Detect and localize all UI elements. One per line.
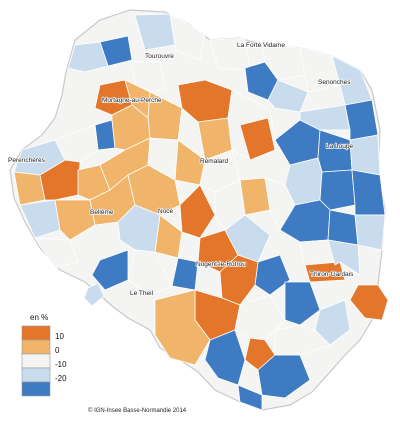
- commune-area: [129, 61, 166, 93]
- town-label: Nogent-le-Rotrou: [196, 261, 246, 268]
- commune-area: [154, 289, 211, 366]
- communes-layer: [13, 13, 389, 411]
- commune-area: [284, 281, 321, 326]
- commune-area: [327, 209, 359, 246]
- commune-area: [179, 184, 216, 239]
- commune-area: [299, 104, 351, 131]
- town-label: Le Theil: [130, 290, 154, 297]
- commune-area: [239, 117, 276, 161]
- commune-area: [304, 261, 346, 283]
- commune-area: [261, 44, 306, 81]
- commune-area: [147, 91, 183, 141]
- legend-tick: -20: [55, 374, 67, 383]
- legend: en % 10 0 -10 -20: [21, 313, 67, 397]
- commune-area: [67, 41, 109, 73]
- commune-area: [19, 199, 61, 239]
- legend-tick: -10: [55, 360, 67, 369]
- commune-area: [319, 169, 356, 211]
- source-credit: © IGN-Insee Basse-Normandie 2014: [88, 407, 187, 414]
- commune-area: [274, 324, 331, 356]
- commune-area: [237, 384, 263, 411]
- legend-title: en %: [30, 313, 48, 322]
- town-label: Thiron-Gardais: [310, 271, 354, 278]
- commune-area: [344, 99, 379, 141]
- commune-area: [354, 214, 386, 251]
- legend-swatch: [21, 353, 51, 369]
- town-label: Tourouvre: [145, 53, 174, 60]
- town-label: La Forté Vidame: [237, 42, 285, 49]
- town-label: Rémalard: [200, 158, 229, 165]
- town-label: Senonches: [318, 79, 351, 86]
- commune-area: [314, 299, 351, 346]
- legend-swatch: [21, 339, 51, 355]
- commune-area: [327, 239, 361, 276]
- legend-swatch: [21, 367, 51, 383]
- commune-area: [54, 199, 96, 241]
- town-label: Bellême: [90, 209, 114, 216]
- commune-area: [169, 13, 206, 61]
- legend-swatch: [21, 381, 51, 397]
- legend-tick: 10: [55, 332, 64, 341]
- town-label: Nocé: [158, 208, 174, 215]
- commune-area: [224, 214, 271, 263]
- commune-area: [83, 282, 105, 307]
- legend-swatch: [21, 325, 51, 341]
- town-label: La Loupe: [326, 143, 353, 150]
- town-label: Mortagne-au-Perche: [102, 97, 162, 104]
- commune-area: [54, 124, 99, 163]
- town-labels: La Forté Vidame Tourouvre Senonches Mort…: [7, 41, 355, 298]
- commune-area: [351, 169, 386, 216]
- legend-swatches: [21, 325, 51, 397]
- commune-area: [94, 119, 116, 151]
- legend-tick: 0: [55, 346, 60, 355]
- commune-area: [349, 284, 389, 321]
- commune-area: [349, 134, 381, 176]
- commune-area: [299, 47, 341, 93]
- commune-area: [127, 249, 173, 296]
- commune-area: [34, 237, 79, 269]
- commune-area: [267, 79, 309, 113]
- town-label: Perenchères: [8, 157, 46, 164]
- commune-area: [91, 249, 129, 291]
